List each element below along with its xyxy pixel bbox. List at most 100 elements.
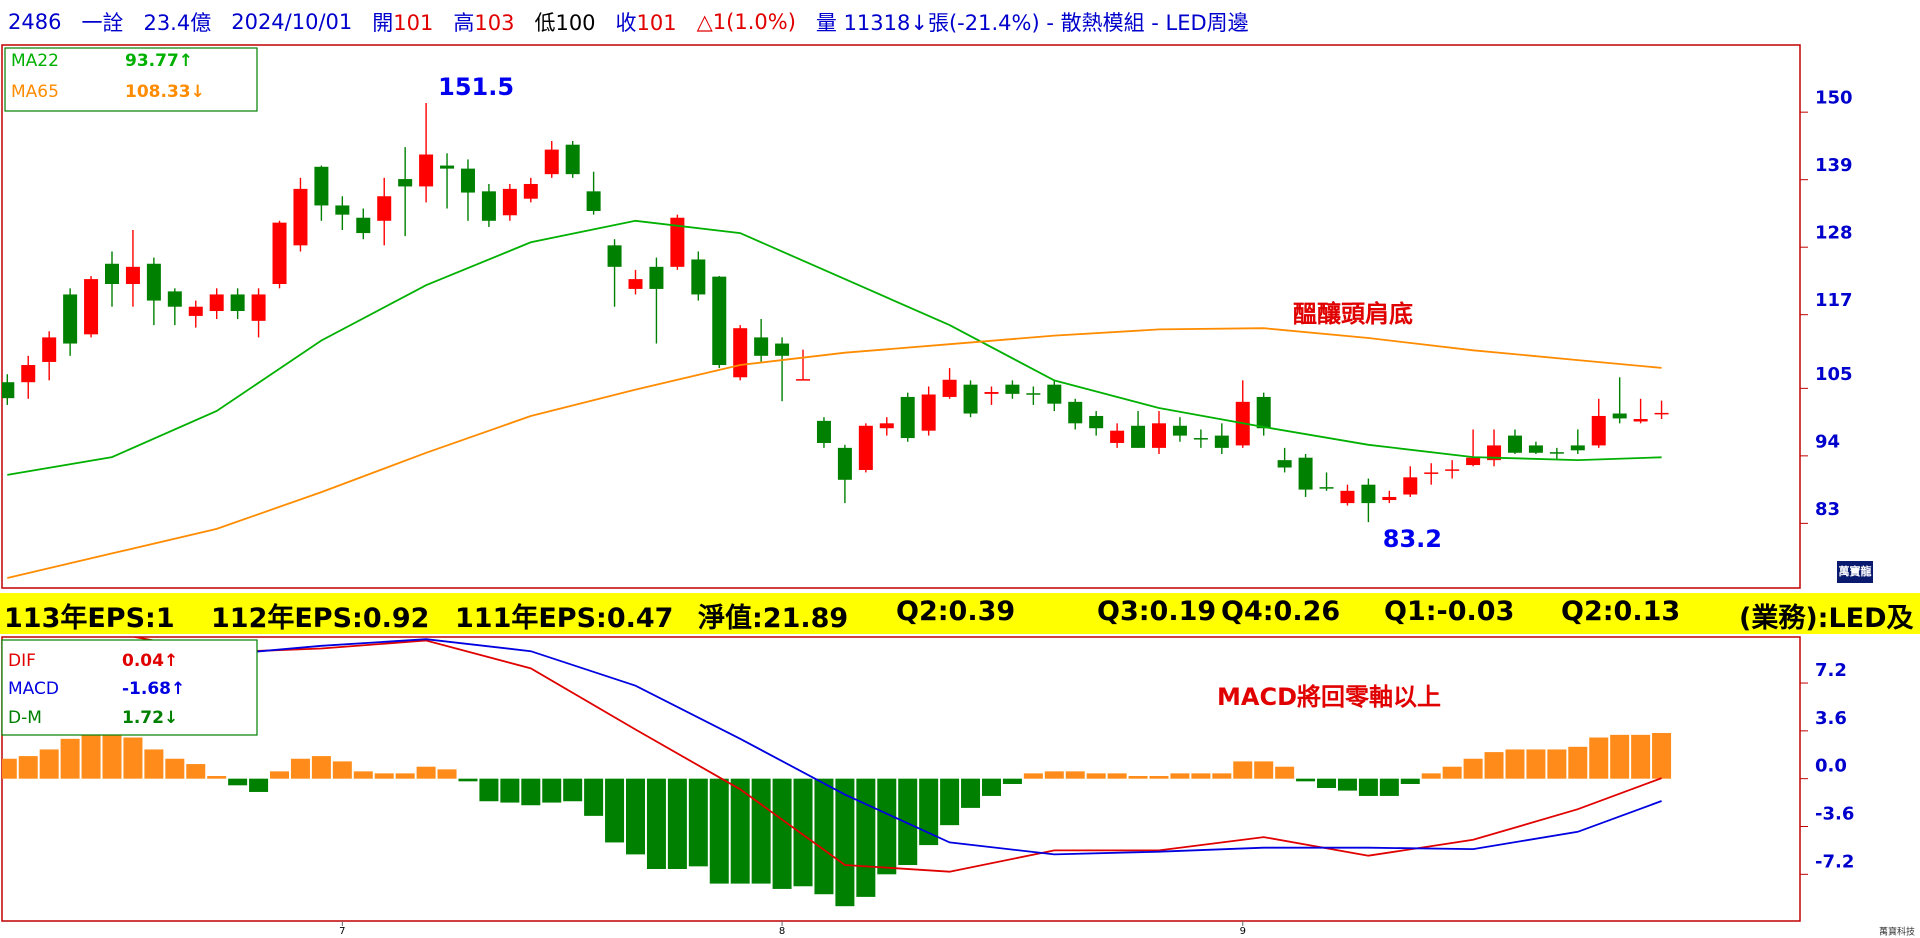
- histogram-bar: [1652, 732, 1672, 779]
- legend-name: MA65: [11, 82, 59, 102]
- histogram-bar: [39, 749, 59, 779]
- header-text: 收: [615, 11, 637, 35]
- candle-body: [293, 188, 308, 246]
- histogram-bar: [332, 761, 352, 779]
- histogram-bar: [395, 773, 415, 779]
- histogram-bar: [1275, 766, 1295, 779]
- plot-area: [2, 637, 1672, 907]
- header-text: 2486: [8, 10, 62, 34]
- candle-body: [419, 154, 434, 187]
- header-group: 低100: [534, 7, 595, 37]
- candle-body: [963, 384, 978, 414]
- histogram-bar: [563, 778, 583, 802]
- histogram-bar: [290, 758, 310, 779]
- candle-body: [63, 294, 78, 344]
- info-item: 111年EPS:0.47: [455, 603, 674, 634]
- y-tick-label: 128: [1815, 223, 1853, 244]
- legend-value: 93.77↑: [125, 51, 193, 71]
- histogram-bar: [1568, 746, 1588, 779]
- candle-body: [146, 263, 161, 301]
- histogram-bar: [709, 778, 729, 884]
- candle-body: [879, 423, 894, 429]
- candle-body: [440, 165, 455, 169]
- candle-body: [230, 294, 245, 312]
- histogram-bar: [102, 734, 122, 779]
- histogram-bar: [374, 773, 394, 779]
- header-text: 量 11318↓張(-21.4%) - 散熱模組 - LED周邊: [815, 11, 1249, 35]
- histogram-bar: [626, 778, 645, 855]
- histogram-bar: [835, 778, 855, 907]
- histogram-bar: [1547, 749, 1567, 779]
- line-series: [7, 219, 1662, 476]
- histogram-bar: [207, 776, 227, 779]
- header-group: 開101: [372, 7, 433, 37]
- candle-body: [816, 420, 831, 443]
- candle-body: [544, 149, 559, 175]
- legend-value: 1.72↓: [122, 708, 178, 728]
- candle-body: [167, 291, 182, 307]
- legend-name: MACD: [8, 679, 59, 699]
- candle-body: [670, 217, 685, 267]
- high-label: 151.5: [438, 73, 514, 101]
- histogram-bar: [961, 778, 981, 808]
- line-series: [7, 327, 1662, 579]
- candle-body: [125, 266, 140, 285]
- y-tick-label: 117: [1815, 290, 1853, 311]
- candle-body: [398, 179, 413, 187]
- histogram-bar: [646, 778, 666, 869]
- candle-body: [1445, 469, 1460, 471]
- y-tick-label: -7.2: [1815, 851, 1854, 872]
- annotation: MACD將回零軸以上: [1217, 683, 1441, 711]
- histogram-bar: [1086, 773, 1106, 779]
- histogram-bar: [1610, 734, 1630, 779]
- x-tick-label: 8: [779, 926, 785, 937]
- candle-body: [900, 396, 915, 439]
- histogram-bar: [437, 769, 457, 779]
- header-text: △1(1.0%): [696, 10, 796, 34]
- legend-box: [4, 47, 258, 112]
- candle-body: [691, 259, 706, 295]
- candle-body: [1403, 477, 1418, 495]
- legend-name: D-M: [8, 708, 42, 728]
- candle-body: [1382, 496, 1397, 501]
- info-item: 112年EPS:0.92: [211, 603, 430, 634]
- candle-body: [775, 343, 790, 356]
- histogram-bar: [18, 756, 38, 779]
- candle-body: [1591, 415, 1606, 446]
- y-tick-label: 150: [1815, 88, 1853, 109]
- candle-body: [1214, 435, 1229, 448]
- candle-body: [1570, 445, 1585, 451]
- candle-body: [1487, 445, 1502, 461]
- header-group: △1(1.0%): [697, 10, 796, 34]
- header-group: 23.4億: [143, 7, 211, 37]
- header-text: 101: [393, 11, 434, 35]
- candle-body: [607, 245, 622, 267]
- histogram-bar: [144, 749, 164, 779]
- candle-body: [984, 392, 999, 394]
- candle-body: [272, 222, 287, 285]
- histogram-bar: [521, 778, 541, 806]
- annotation: 醞釀頭肩底: [1293, 300, 1413, 328]
- candle-body: [1612, 413, 1627, 419]
- candle-body: [460, 168, 475, 193]
- histogram-bar: [500, 778, 520, 803]
- histogram-bar: [1484, 752, 1504, 779]
- histogram-bar: [1044, 771, 1064, 779]
- info-bar: 113年EPS:1 112年EPS:0.92 111年EPS:0.47 淨值:21.8…: [0, 593, 1920, 634]
- histogram-bar: [1463, 758, 1483, 779]
- header-group: 一詮: [81, 7, 123, 37]
- line-series: [7, 638, 1662, 856]
- info-item: 113年EPS:1: [4, 603, 175, 634]
- candle-body: [1047, 384, 1062, 404]
- candle-body: [523, 183, 538, 199]
- candle-body: [586, 191, 601, 211]
- candle-body: [1089, 415, 1104, 429]
- candle-body: [565, 144, 580, 175]
- info-item: (業務):LED及: [1739, 603, 1914, 634]
- histogram-bar: [772, 778, 792, 889]
- histogram-bar: [165, 758, 185, 779]
- histogram-bar: [458, 778, 478, 782]
- low-label: 83.2: [1383, 525, 1442, 553]
